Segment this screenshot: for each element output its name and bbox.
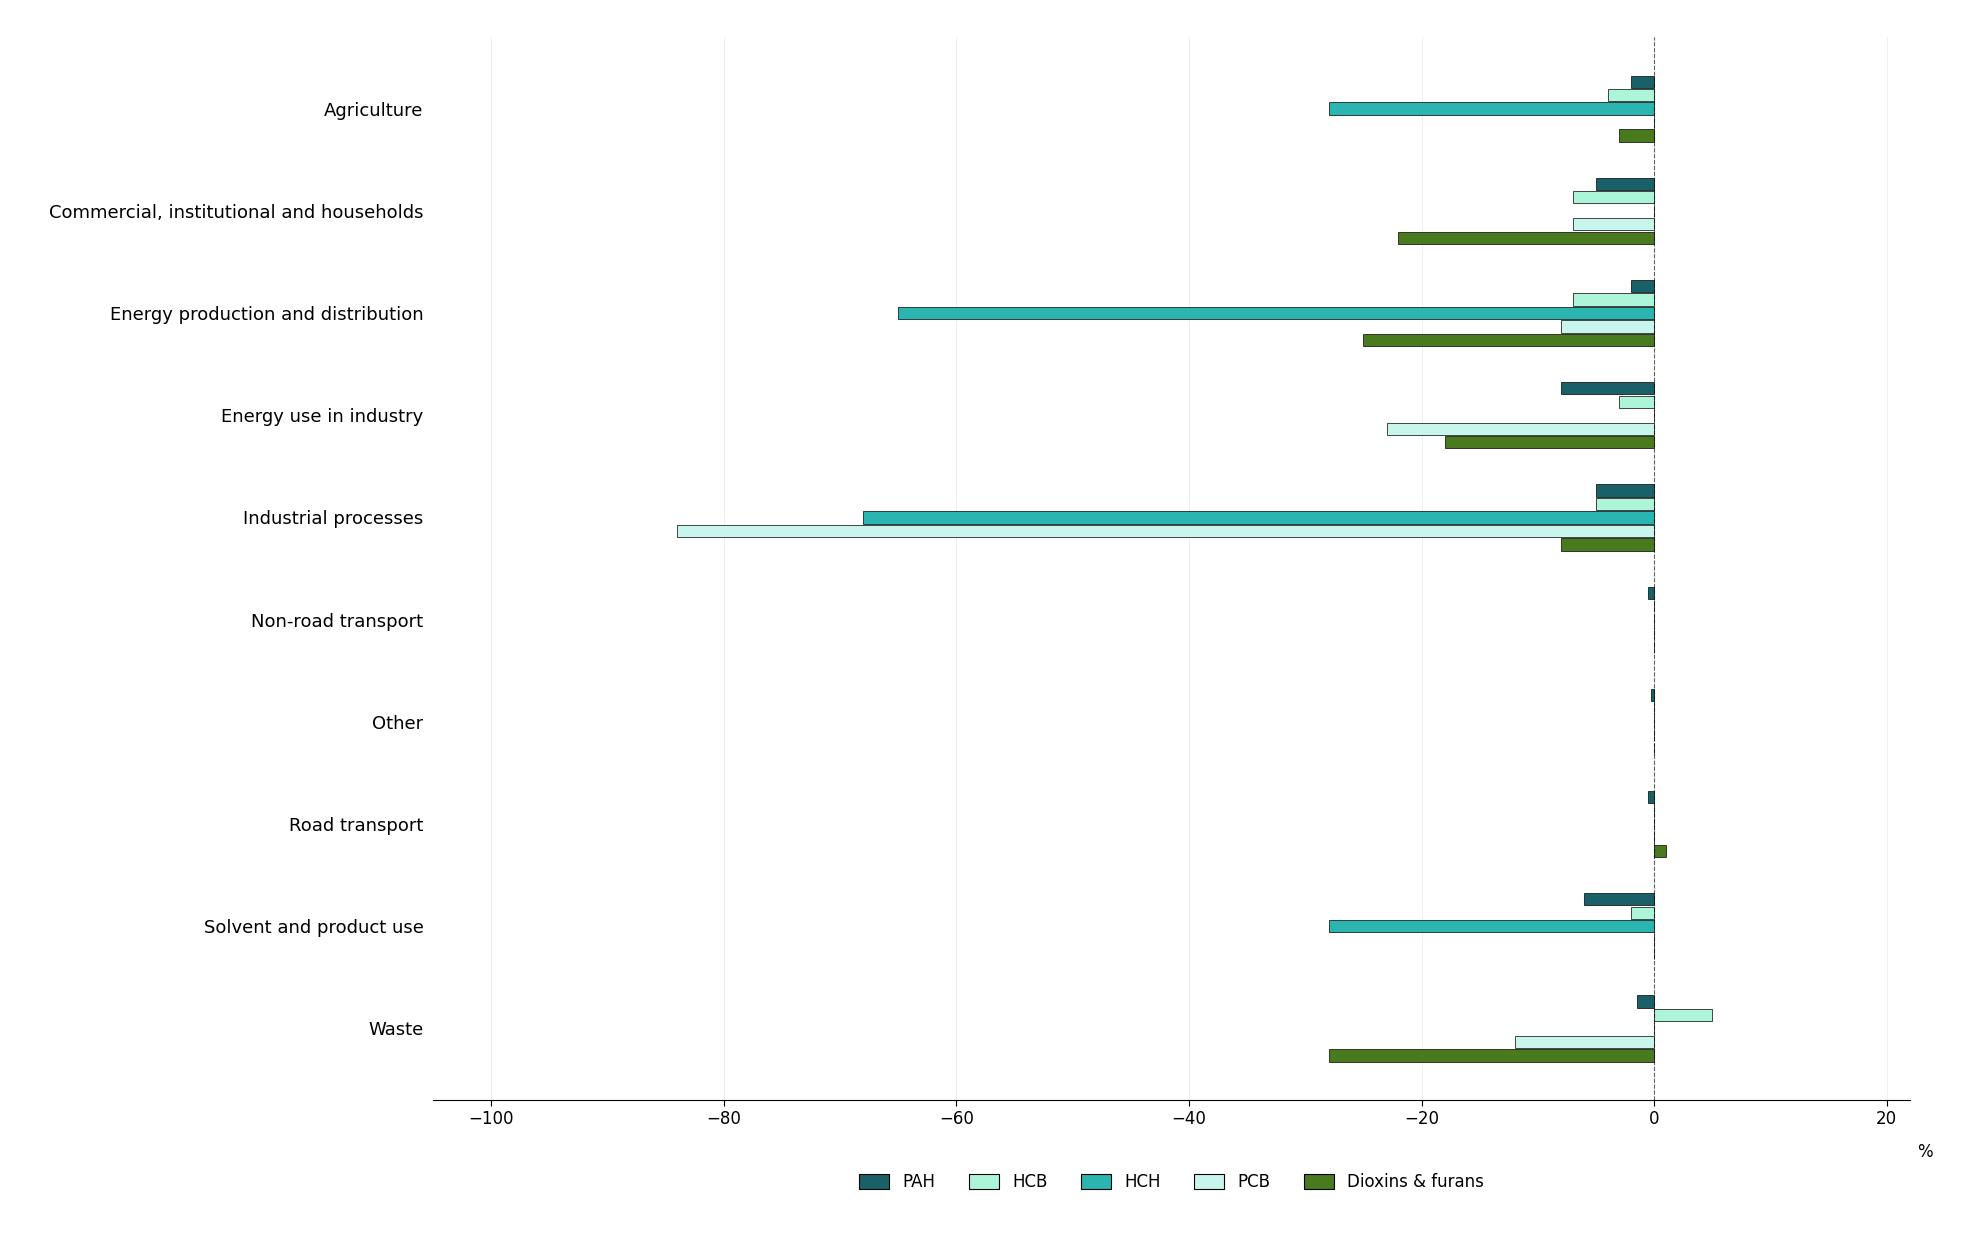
Bar (1573, 192, 1654, 204)
Bar (1561, 320, 1654, 332)
Bar (1597, 178, 1654, 190)
Bar (1654, 1009, 1713, 1021)
Bar (1636, 995, 1654, 1007)
Bar (1648, 587, 1654, 598)
Bar (1329, 1049, 1654, 1062)
Bar (898, 307, 1654, 319)
Bar (1386, 423, 1654, 435)
Bar (864, 512, 1654, 524)
Bar (1650, 688, 1654, 701)
Bar (1514, 1036, 1654, 1048)
Bar (1648, 791, 1654, 803)
Bar (1329, 920, 1654, 932)
X-axis label: %: % (1918, 1142, 1932, 1161)
Bar (1597, 498, 1654, 510)
Bar (1398, 231, 1654, 243)
Bar (1329, 103, 1654, 115)
Bar (1573, 219, 1654, 230)
Bar (1597, 485, 1654, 497)
Bar (677, 525, 1654, 538)
Bar (1445, 436, 1654, 449)
Bar (1561, 382, 1654, 394)
Bar (1630, 279, 1654, 292)
Bar (1654, 845, 1666, 858)
Bar (1561, 539, 1654, 550)
Bar (1619, 396, 1654, 408)
Bar (1619, 130, 1654, 142)
Legend: PAH, HCB, HCH, PCB, Dioxins & furans: PAH, HCB, HCH, PCB, Dioxins & furans (853, 1167, 1491, 1198)
Bar (1630, 75, 1654, 88)
Bar (1363, 334, 1654, 346)
Bar (1607, 89, 1654, 101)
Bar (1585, 894, 1654, 906)
Bar (1573, 293, 1654, 305)
Bar (1630, 907, 1654, 918)
